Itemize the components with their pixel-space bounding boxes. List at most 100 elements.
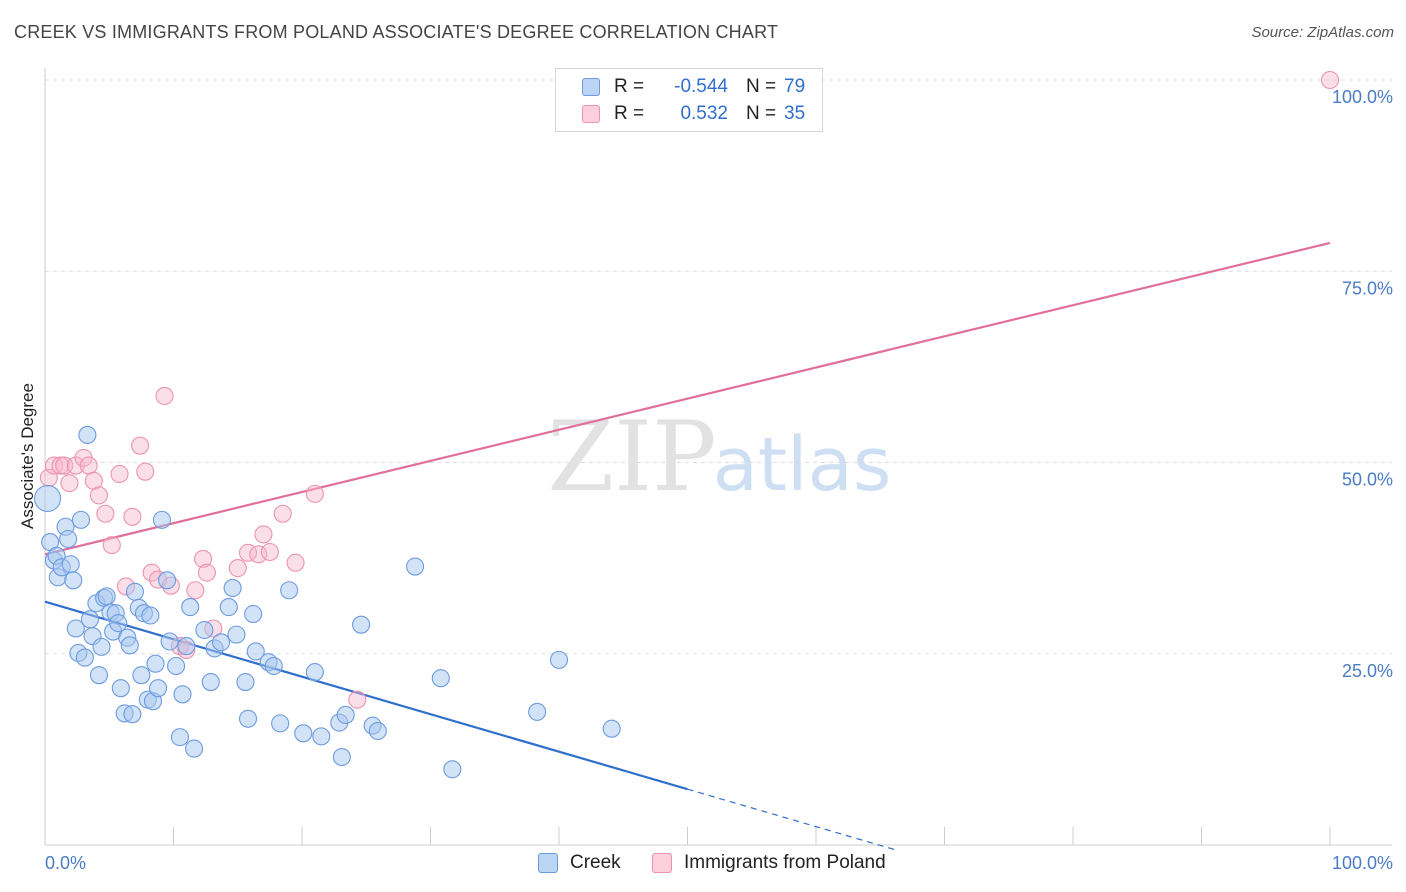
legend-item-creek[interactable]: Creek (538, 852, 621, 874)
poland-points (39, 70, 1340, 709)
creek-trend-extension (687, 788, 896, 851)
creek-point (406, 557, 425, 576)
creek-point (123, 705, 142, 724)
poland-swatch (582, 105, 600, 123)
creek-point (89, 666, 109, 685)
creek-point (352, 615, 371, 634)
series-legend: Creek Immigrants from Poland (0, 852, 1406, 878)
poland-point (194, 549, 213, 568)
grid-lines (45, 79, 1392, 655)
creek-point (141, 606, 160, 625)
creek-point (66, 619, 85, 638)
poland-point (348, 690, 367, 709)
tick-labels: 25.0% 50.0% 75.0% 100.0% 0.0% 100.0% (45, 87, 1393, 873)
x-tick-label-min: 0.0% (45, 853, 86, 873)
axes (44, 68, 1392, 846)
trend-lines (44, 241, 1331, 851)
poland-point (79, 456, 98, 475)
poland-n-label: N = (746, 103, 777, 124)
y-tick-label: 25.0% (1342, 661, 1393, 681)
creek-point (236, 673, 255, 692)
creek-swatch (582, 78, 600, 96)
creek-point (271, 714, 290, 733)
y-tick-label: 50.0% (1342, 470, 1393, 490)
creek-r-label: R = (614, 76, 645, 97)
creek-point (602, 719, 621, 738)
poland-point (51, 456, 70, 475)
y-tick-label: 75.0% (1342, 278, 1393, 298)
poland-point (96, 504, 115, 523)
creek-trend-line (44, 600, 688, 791)
watermark: ZIP atlas (547, 401, 891, 513)
creek-point (61, 555, 80, 574)
creek-point (246, 642, 265, 661)
creek-point (111, 679, 130, 698)
creek-point (75, 648, 94, 667)
creek-point (71, 510, 91, 529)
poland-point (123, 507, 142, 526)
poland-point (260, 542, 279, 562)
creek-point (158, 571, 177, 590)
poland-point (197, 563, 216, 582)
creek-r-value: -0.544 (674, 76, 728, 97)
creek-point (368, 721, 387, 741)
creek-point (264, 656, 283, 676)
creek-point (177, 637, 196, 656)
poland-point (89, 486, 109, 505)
creek-point (185, 739, 204, 758)
creek-point (170, 728, 189, 747)
poland-trend-line (44, 241, 1331, 556)
poland-legend-swatch (652, 853, 672, 873)
creek-point (181, 598, 200, 617)
poland-point (254, 525, 273, 544)
creek-point (312, 727, 331, 746)
creek-points (34, 425, 621, 779)
correlation-legend: R = -0.544 N = 79 R = 0.532 N = 35 (555, 68, 823, 132)
poland-r-label: R = (614, 103, 645, 124)
creek-point (549, 650, 569, 669)
poland-point (84, 471, 103, 490)
creek-point (195, 620, 214, 640)
source-label: Source: ZipAtlas.com (1251, 24, 1394, 41)
poland-point (142, 563, 161, 582)
poland-point (228, 559, 247, 578)
creek-point (80, 610, 100, 629)
poland-point (249, 545, 268, 564)
legend-row-creek: R = -0.544 N = 79 (582, 74, 805, 100)
poland-point (286, 553, 305, 572)
creek-point (332, 747, 351, 767)
creek-point (160, 632, 179, 651)
creek-point (78, 425, 97, 445)
x-tick-label-max: 100.0% (1332, 853, 1393, 873)
poland-point (66, 456, 85, 475)
creek-point (34, 484, 62, 513)
creek-point (97, 587, 116, 606)
y-tick-label: 100.0% (1332, 87, 1393, 107)
creek-n-label: N = (746, 76, 777, 97)
legend-item-poland[interactable]: Immigrants from Poland (652, 852, 886, 874)
poland-point (102, 536, 121, 555)
creek-point (431, 669, 450, 688)
poland-point (131, 436, 150, 455)
poland-point (44, 456, 64, 475)
poland-point (186, 581, 205, 600)
creek-point (305, 663, 324, 682)
poland-legend-label: Immigrants from Poland (684, 852, 886, 873)
creek-point (201, 673, 220, 692)
poland-point (60, 474, 79, 493)
creek-point (280, 581, 299, 600)
poland-point (136, 462, 155, 481)
creek-legend-swatch (538, 853, 558, 873)
creek-point (109, 614, 128, 633)
legend-row-poland: R = 0.532 N = 35 (582, 101, 805, 127)
creek-point (223, 578, 242, 598)
creek-point (64, 571, 83, 590)
poland-point (273, 504, 292, 523)
poland-point (1320, 70, 1340, 90)
creek-point (152, 510, 171, 529)
creek-point (443, 760, 462, 779)
creek-legend-label: Creek (570, 852, 621, 873)
creek-point (149, 679, 168, 698)
creek-point (294, 724, 313, 743)
